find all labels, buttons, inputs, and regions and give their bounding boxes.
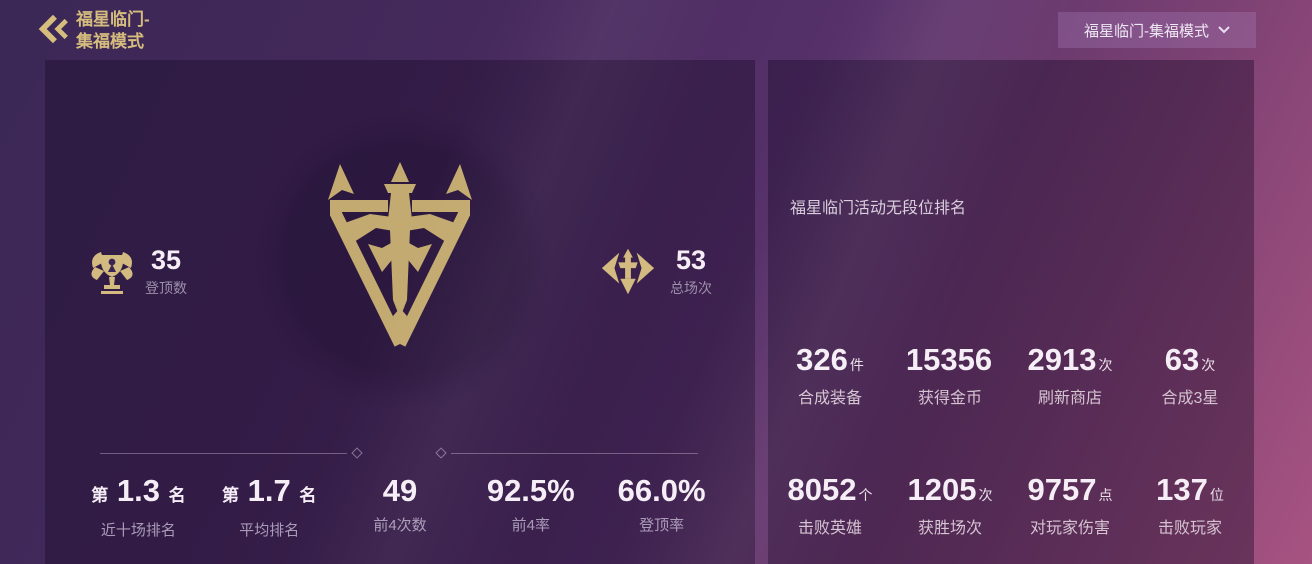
total-games-value: 53 (675, 245, 707, 275)
mode-select-value: 福星临门-集福模式 (1084, 22, 1209, 40)
shop-refresh-stat: 2913 次 刷新商店 (1027, 342, 1113, 408)
event-stats-row-1: 326 件 合成装备 15356 获得金币 2913 次 刷新商店 63 次 合成3星 (770, 344, 1250, 408)
chevron-down-icon (1218, 26, 1230, 34)
mode-select-dropdown[interactable]: 福星临门-集福模式 (1058, 12, 1256, 48)
page-title-line2: 集福模式 (76, 32, 144, 51)
top4-count-stat: 49 前4次数 (335, 475, 466, 540)
battle-icon (598, 248, 658, 296)
average-rank-stat: 第 1.7 名 平均排名 (204, 475, 335, 540)
page-title-line1: 福星临门- (76, 10, 150, 29)
player-damage-stat: 9757 点 对玩家伤害 (1027, 472, 1113, 538)
summit-count-value: 35 (150, 245, 182, 275)
summit-count-label: 登顶数 (145, 280, 187, 296)
back-button[interactable] (38, 13, 70, 45)
wins-stat: 1205 次 获胜场次 (907, 472, 993, 538)
three-star-stat: 63 次 合成3星 (1161, 342, 1219, 408)
top4-rate-stat: 92.5% 前4率 (465, 475, 596, 540)
total-games-stat: 53 总场次 (598, 246, 712, 298)
performance-stats-row: 第 1.3 名 近十场排名 第 1.7 名 平均排名 49 前4次数 92.5%… (73, 475, 727, 540)
gold-earned-stat: 15356 获得金币 (905, 342, 993, 408)
decorative-divider (100, 447, 698, 459)
event-stats-panel: 福星临门活动无段位排名 326 件 合成装备 15356 获得金币 2913 次 刷… (768, 60, 1254, 564)
top4-count-label: 前4次数 (373, 517, 427, 534)
mode-summary-panel: 35 登顶数 53 总场次 第 1.3 名 (45, 60, 755, 564)
summit-rate-stat: 66.0% 登顶率 (596, 475, 727, 540)
top4-rate-label: 前4率 (511, 517, 550, 534)
summit-rate-label: 登顶率 (639, 517, 685, 534)
mode-crest-icon (310, 160, 500, 360)
recent-rank-label: 近十场排名 (100, 522, 176, 539)
players-defeated-stat: 137 位 击败玩家 (1156, 472, 1224, 538)
average-rank-label: 平均排名 (239, 522, 300, 539)
double-chevron-left-icon (38, 13, 70, 45)
summit-count-stat: 35 登顶数 (89, 246, 187, 298)
trophy-icon (89, 246, 135, 298)
event-rank-title: 福星临门活动无段位排名 (790, 200, 967, 217)
items-crafted-stat: 326 件 合成装备 (796, 342, 864, 408)
heroes-defeated-stat: 8052 个 击败英雄 (787, 472, 873, 538)
event-stats-row-2: 8052 个 击败英雄 1205 次 获胜场次 9757 点 对玩家伤害 137 位 击… (770, 474, 1250, 538)
total-games-label: 总场次 (670, 280, 712, 296)
page-title: 福星临门- 集福模式 (76, 9, 150, 53)
recent-rank-stat: 第 1.3 名 近十场排名 (73, 475, 204, 540)
